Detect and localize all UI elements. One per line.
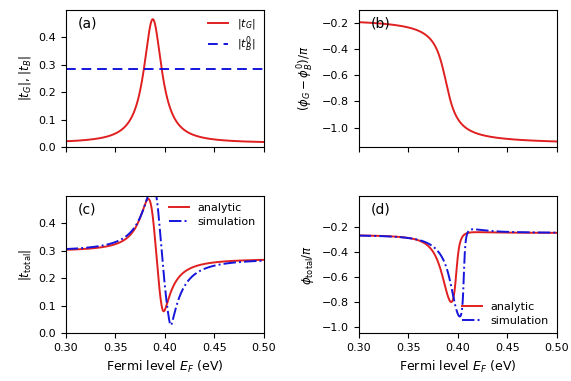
X-axis label: Fermi level $E_F$ (eV): Fermi level $E_F$ (eV) — [106, 359, 223, 375]
simulation — [150, 184, 156, 188]
$|t_G|$ — [63, 139, 70, 144]
simulation — [260, 258, 267, 263]
simulation — [367, 234, 374, 238]
Legend: analytic, simulation: analytic, simulation — [460, 300, 551, 328]
simulation — [159, 258, 166, 263]
Y-axis label: $|t_G|$, $|t_B|$: $|t_G|$, $|t_B|$ — [17, 56, 33, 101]
simulation — [456, 314, 463, 319]
analytic — [474, 230, 481, 234]
simulation — [70, 247, 77, 251]
analytic — [145, 197, 152, 201]
Text: (c): (c) — [78, 202, 96, 216]
X-axis label: Fermi level $E_F$ (eV): Fermi level $E_F$ (eV) — [399, 359, 517, 375]
analytic — [62, 248, 69, 252]
simulation — [62, 247, 69, 251]
simulation — [543, 230, 550, 235]
Text: (d): (d) — [371, 202, 391, 216]
simulation — [101, 243, 108, 247]
simulation — [63, 247, 70, 251]
analytic — [356, 233, 363, 238]
$|t_G|$ — [70, 139, 77, 143]
simulation — [364, 234, 371, 238]
analytic — [543, 231, 550, 235]
simulation — [356, 233, 363, 238]
Line: simulation: simulation — [66, 186, 264, 325]
Line: analytic: analytic — [66, 199, 264, 311]
$|t_G|$ — [101, 135, 108, 139]
analytic — [250, 258, 256, 263]
$|t_G|$ — [74, 138, 81, 143]
analytic — [394, 234, 401, 239]
$|t_G|$ — [250, 139, 256, 144]
simulation — [394, 235, 401, 239]
analytic — [452, 279, 459, 284]
Legend: analytic, simulation: analytic, simulation — [167, 201, 258, 229]
Text: (b): (b) — [371, 16, 391, 30]
simulation — [553, 231, 560, 235]
analytic — [355, 233, 362, 238]
Line: $|t_G|$: $|t_G|$ — [66, 19, 264, 142]
Text: (a): (a) — [78, 16, 97, 30]
analytic — [364, 233, 371, 238]
analytic — [101, 245, 108, 249]
Y-axis label: $|t_\mathrm{total}|$: $|t_\mathrm{total}|$ — [17, 248, 33, 280]
Line: analytic: analytic — [359, 232, 557, 302]
analytic — [70, 247, 77, 252]
$|t_G|$ — [62, 139, 69, 144]
analytic — [260, 258, 267, 262]
simulation — [470, 227, 477, 232]
Line: simulation: simulation — [359, 229, 557, 317]
$|t_G|$ — [260, 140, 267, 144]
analytic — [448, 300, 455, 304]
analytic — [63, 248, 70, 252]
simulation — [452, 304, 459, 309]
simulation — [74, 246, 81, 251]
analytic — [553, 231, 560, 235]
simulation — [167, 323, 174, 327]
analytic — [159, 307, 166, 312]
analytic — [160, 309, 167, 314]
Legend: $|t_G|$, $|t_B^0|$: $|t_G|$, $|t_B^0|$ — [206, 15, 258, 56]
$|t_G|$ — [159, 72, 166, 76]
$|t_G|$ — [150, 17, 156, 21]
simulation — [355, 233, 362, 238]
Y-axis label: $(\phi_G - \phi_B^0)/\pi$: $(\phi_G - \phi_B^0)/\pi$ — [296, 46, 316, 111]
analytic — [367, 234, 374, 238]
analytic — [74, 247, 81, 251]
simulation — [250, 259, 256, 263]
Y-axis label: $\phi_\mathrm{total}/\pi$: $\phi_\mathrm{total}/\pi$ — [300, 245, 316, 285]
